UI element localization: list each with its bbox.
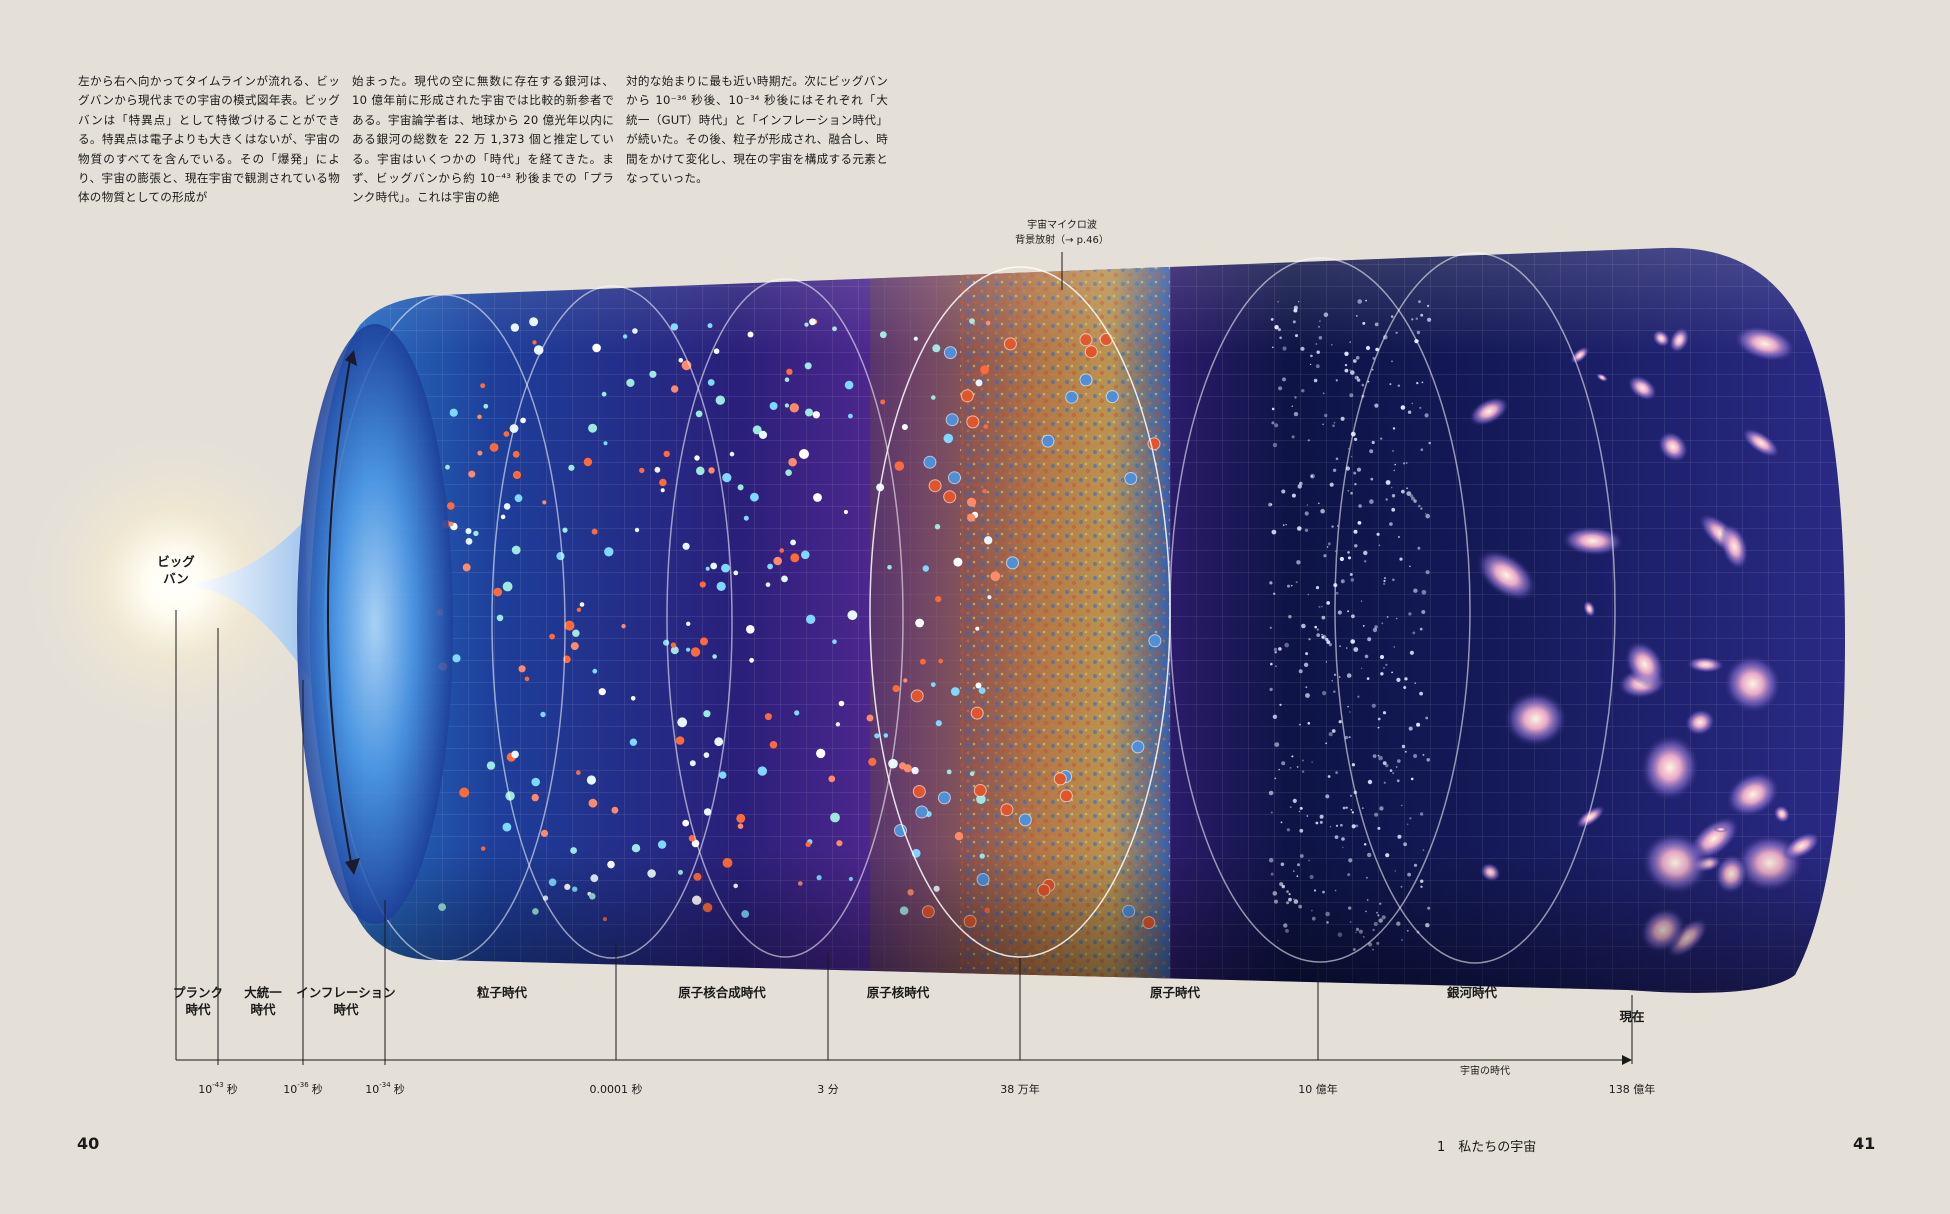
intro-text-col3: 対的な始まりに最も近い時期だ。次にビッグバンから 10⁻³⁶ 秒後、10⁻³⁴ … <box>626 74 888 186</box>
axis-label: 宇宙の時代 <box>1460 1064 1510 1077</box>
big-bang-glow <box>10 419 340 749</box>
big-bang-label-1: ビッグ <box>157 554 195 569</box>
expansion-arrow <box>327 359 353 869</box>
page-number-right: 41 <box>1853 1134 1876 1153</box>
era-leader-lines <box>175 610 1633 1060</box>
era-galactic: 銀河時代 <box>1446 985 1498 1000</box>
intro-text-col1: 左から右へ向かってタイムラインが流れる、ビッグバンから現代までの宇宙の模式図年表… <box>78 74 340 205</box>
era-inflation-2: 時代 <box>333 1002 359 1017</box>
universe-tube <box>190 247 1845 993</box>
era-atomic: 原子時代 <box>1150 985 1201 1000</box>
era-inflation-1: インフレーション <box>296 985 395 1000</box>
era-ring-5 <box>1169 257 1471 963</box>
page-number-left: 40 <box>77 1134 100 1153</box>
tick-380k-years: 38 万年 <box>1000 1082 1040 1096</box>
intro-text-col2: 始まった。現代の空に無数に存在する銀河は、10 億年前に形成された宇宙では比較的… <box>352 74 614 205</box>
chapter-title: 1 私たちの宇宙 <box>1437 1140 1537 1155</box>
era-planck-1: プランク <box>173 985 223 1000</box>
era-planck-2: 時代 <box>185 1002 211 1017</box>
time-axis-arrowhead <box>1622 1055 1632 1065</box>
tick-1e-34: 10-34 秒 <box>365 1081 404 1096</box>
era-nuclear: 原子核時代 <box>867 985 930 1000</box>
big-bang-label-2: バン <box>163 571 189 586</box>
era-gut-2: 時代 <box>250 1002 276 1017</box>
inflation-cap <box>297 324 453 924</box>
tick-1e-43: 10-43 秒 <box>198 1081 237 1096</box>
era-nucleosynthesis: 原子核合成時代 <box>678 985 766 1000</box>
axis-ticks <box>217 1060 386 1065</box>
tick-13-8b-years: 138 億年 <box>1609 1082 1656 1096</box>
era-gut-1: 大統一 <box>244 985 282 1000</box>
tick-1e-36: 10-36 秒 <box>283 1081 322 1096</box>
tick-3min: 3 分 <box>817 1083 839 1096</box>
inflation-cone <box>190 520 310 680</box>
tick-1b-years: 10 億年 <box>1298 1082 1338 1096</box>
tick-0-0001s: 0.0001 秒 <box>590 1082 643 1096</box>
era-ring-2 <box>491 285 733 959</box>
era-particle: 粒子時代 <box>477 985 528 1000</box>
era-present: 現在 <box>1619 1009 1644 1024</box>
cmb-label-1: 宇宙マイクロ波 <box>1027 218 1097 231</box>
cmb-label-2: 背景放射（→ p.46） <box>1015 233 1109 246</box>
era-ring-3 <box>666 278 904 958</box>
era-ring-6 <box>1334 252 1616 964</box>
